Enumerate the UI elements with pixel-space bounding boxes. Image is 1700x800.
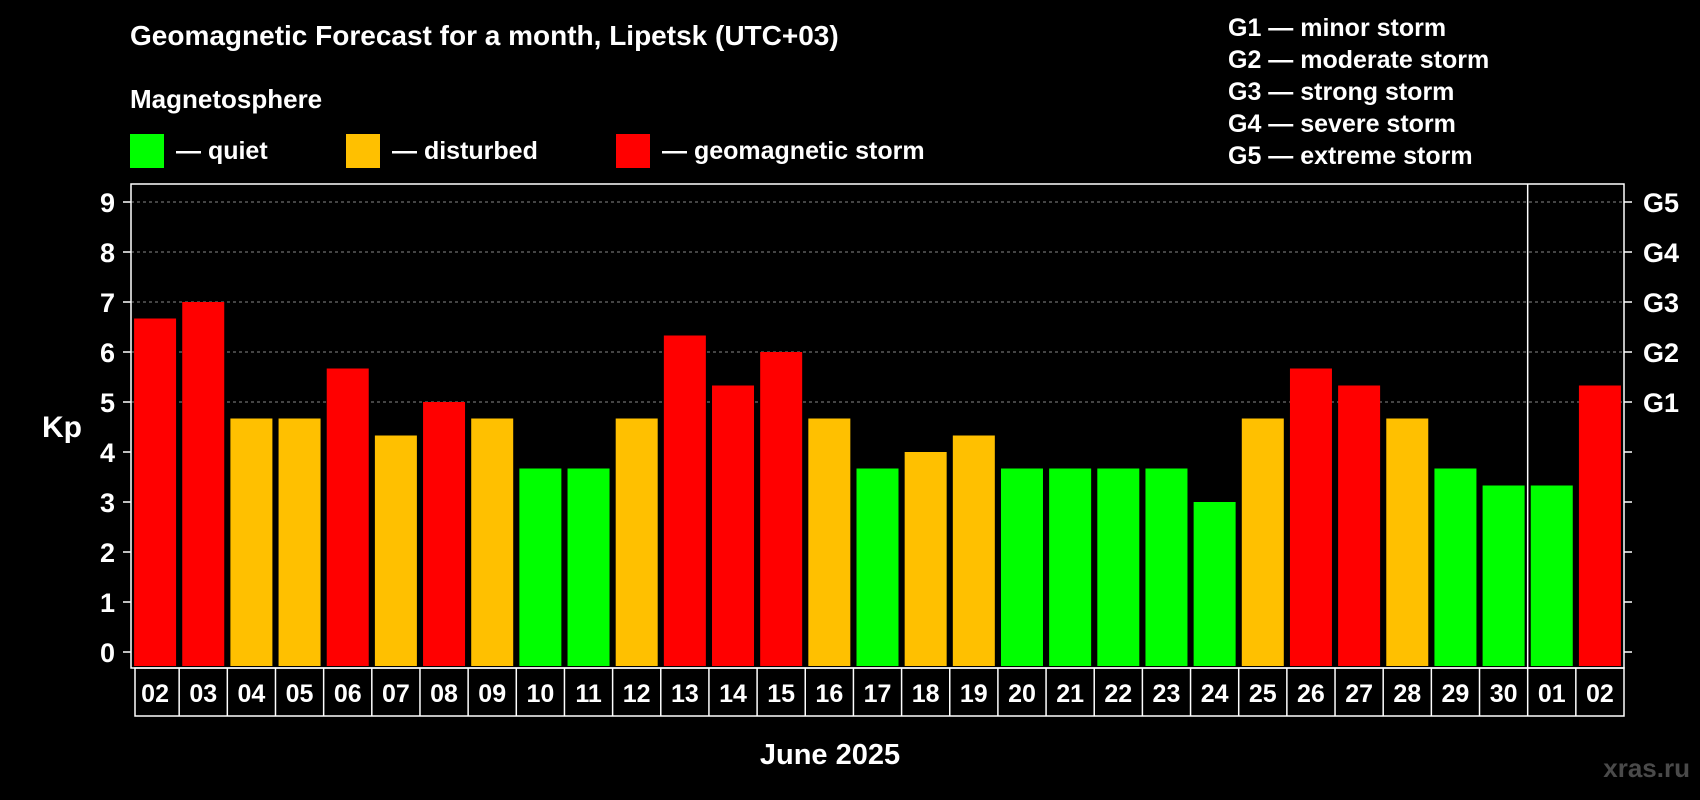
date-label: 20 — [1008, 680, 1036, 708]
g-scale-label: G3 — [1643, 288, 1679, 318]
date-label: 25 — [1249, 680, 1277, 708]
legend-swatch-storm — [616, 134, 650, 168]
g-scale-label: G1 — [1643, 388, 1679, 418]
date-label: 16 — [815, 680, 843, 708]
date-label: 17 — [864, 680, 892, 708]
g-scale-label: G4 — [1643, 238, 1679, 268]
legend-swatch-quiet — [130, 134, 164, 168]
storm-scale-g3: G3 — strong storm — [1228, 78, 1455, 106]
kp-bar — [1530, 485, 1573, 666]
kp-bar — [519, 468, 562, 666]
kp-bar — [1049, 468, 1092, 666]
g-scale-label: G2 — [1643, 338, 1679, 368]
y-tick-label: 3 — [100, 488, 115, 518]
kp-bar — [615, 418, 658, 666]
date-label: 21 — [1056, 680, 1084, 708]
date-label: 13 — [671, 680, 699, 708]
date-label: 05 — [286, 680, 314, 708]
date-label: 22 — [1104, 680, 1132, 708]
kp-bar — [712, 385, 755, 666]
date-label: 09 — [478, 680, 506, 708]
y-tick-label: 0 — [100, 638, 115, 668]
kp-bar — [1145, 468, 1188, 666]
kp-bar — [952, 435, 995, 666]
y-tick-label: 1 — [100, 588, 115, 618]
date-label: 12 — [623, 680, 651, 708]
legend-swatch-disturbed — [346, 134, 380, 168]
kp-bar — [567, 468, 610, 666]
date-label: 06 — [334, 680, 362, 708]
kp-bar — [1000, 468, 1043, 666]
x-axis-label: June 2025 — [760, 739, 900, 771]
kp-bar — [1241, 418, 1284, 666]
date-label: 10 — [526, 680, 554, 708]
kp-bar — [1338, 385, 1381, 666]
y-tick-label: 4 — [100, 438, 115, 468]
date-label: 24 — [1201, 680, 1229, 708]
storm-scale-g5: G5 — extreme storm — [1228, 142, 1473, 170]
y-axis-label: Kp — [42, 411, 82, 444]
legend-label-quiet: — quiet — [176, 136, 268, 165]
y-tick-label: 9 — [100, 188, 115, 218]
date-label: 02 — [141, 680, 169, 708]
kp-bar — [471, 418, 514, 666]
legend-label-storm: — geomagnetic storm — [662, 136, 925, 165]
kp-bar — [760, 352, 803, 666]
kp-bar — [1097, 468, 1140, 666]
y-tick-label: 7 — [100, 288, 115, 318]
legend-item-storm: — geomagnetic storm — [616, 134, 925, 168]
date-label: 03 — [189, 680, 217, 708]
date-label: 15 — [767, 680, 795, 708]
g-scale-label: G5 — [1643, 188, 1679, 218]
legend-heading: Magnetosphere — [130, 84, 323, 114]
date-label: 18 — [912, 680, 940, 708]
storm-scale-list: G1 — minor storm G2 — moderate storm G3 … — [1228, 12, 1489, 172]
date-label: 29 — [1442, 680, 1470, 708]
legend-label-disturbed: — disturbed — [392, 136, 538, 165]
storm-scale-g4: G4 — severe storm — [1228, 110, 1456, 138]
date-label: 08 — [430, 680, 458, 708]
kp-bar — [374, 435, 417, 666]
y-tick-label: 2 — [100, 538, 115, 568]
date-label: 04 — [237, 680, 265, 708]
kp-bar — [808, 418, 851, 666]
kp-bar — [1578, 385, 1621, 666]
kp-bar — [856, 468, 899, 666]
watermark: xras.ru — [1603, 753, 1690, 783]
kp-bar — [230, 418, 273, 666]
date-label: 02 — [1586, 680, 1614, 708]
date-label: 19 — [960, 680, 988, 708]
date-label: 26 — [1297, 680, 1325, 708]
kp-bar — [134, 318, 177, 666]
kp-bar — [278, 418, 321, 666]
date-label: 11 — [575, 680, 602, 708]
legend-item-quiet: — quiet — [130, 134, 268, 168]
chart-title: Geomagnetic Forecast for a month, Lipets… — [130, 20, 839, 51]
kp-bar — [1434, 468, 1477, 666]
date-label: 28 — [1393, 680, 1421, 708]
legend-item-disturbed: — disturbed — [346, 134, 538, 168]
storm-scale-g2: G2 — moderate storm — [1228, 46, 1490, 74]
kp-bar — [1482, 485, 1525, 666]
date-label-row — [134, 667, 1625, 717]
kp-bar — [1289, 368, 1332, 666]
date-label: 01 — [1538, 680, 1566, 708]
date-label: 27 — [1345, 680, 1373, 708]
date-label: 14 — [719, 680, 747, 708]
storm-scale-g1: G1 — minor storm — [1228, 14, 1447, 42]
kp-bar — [663, 335, 706, 666]
date-label: 23 — [1153, 680, 1181, 708]
y-tick-label: 6 — [100, 338, 115, 368]
kp-bar — [182, 302, 225, 666]
kp-bar — [326, 368, 369, 666]
kp-bar — [1193, 502, 1236, 666]
y-tick-label: 8 — [100, 238, 115, 268]
date-label: 07 — [382, 680, 410, 708]
kp-bar — [904, 452, 947, 666]
kp-bar — [1386, 418, 1429, 666]
kp-bar — [423, 402, 466, 666]
y-tick-label: 5 — [100, 388, 115, 418]
date-label: 30 — [1490, 680, 1518, 708]
